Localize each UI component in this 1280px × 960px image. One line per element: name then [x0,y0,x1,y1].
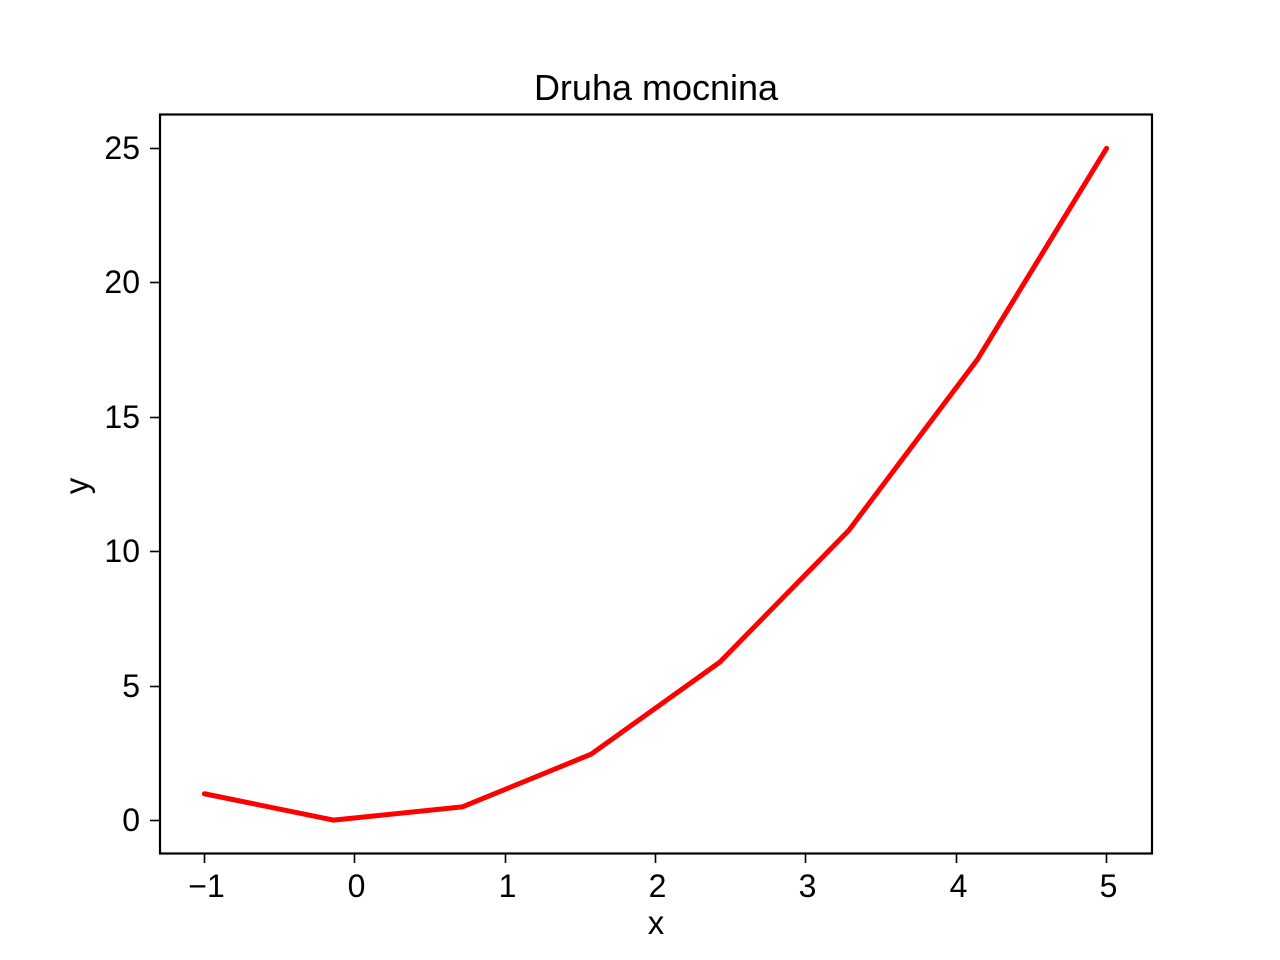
svg-text:2: 2 [649,868,667,904]
svg-text:5: 5 [1100,868,1118,904]
svg-text:10: 10 [104,533,140,569]
svg-text:0: 0 [122,802,140,838]
svg-text:Druha mocnina: Druha mocnina [534,67,779,108]
svg-text:0: 0 [348,868,366,904]
svg-text:4: 4 [950,868,968,904]
svg-text:15: 15 [104,399,140,435]
svg-text:x: x [648,904,665,941]
svg-text:20: 20 [104,264,140,300]
svg-text:3: 3 [799,868,817,904]
svg-text:25: 25 [104,130,140,166]
svg-text:y: y [58,477,95,494]
svg-text:5: 5 [122,668,140,704]
svg-text:1: 1 [499,868,517,904]
svg-text:−1: −1 [188,868,224,904]
